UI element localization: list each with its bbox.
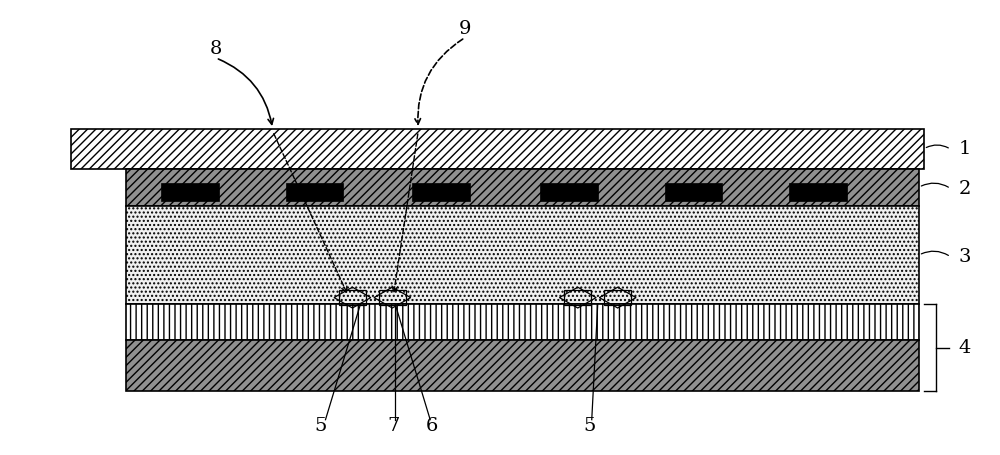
Text: 7: 7 (387, 417, 399, 435)
Bar (161, 183, 219, 201)
Bar (665, 183, 722, 201)
Text: 3: 3 (959, 248, 971, 266)
Bar (126, 169, 919, 206)
Bar (126, 339, 919, 391)
Text: 6: 6 (426, 417, 438, 435)
Text: 1: 1 (959, 140, 971, 158)
Bar (71, 129, 924, 169)
Text: 5: 5 (314, 417, 327, 435)
Text: 8: 8 (210, 40, 222, 58)
Text: 2: 2 (959, 180, 971, 197)
Bar (789, 183, 847, 201)
Bar (286, 183, 343, 201)
Text: 4: 4 (959, 339, 971, 357)
Text: 5: 5 (584, 417, 596, 435)
Bar (126, 206, 919, 304)
Bar (540, 183, 598, 201)
Bar (412, 183, 470, 201)
Text: 9: 9 (459, 20, 471, 38)
Bar (126, 304, 919, 339)
